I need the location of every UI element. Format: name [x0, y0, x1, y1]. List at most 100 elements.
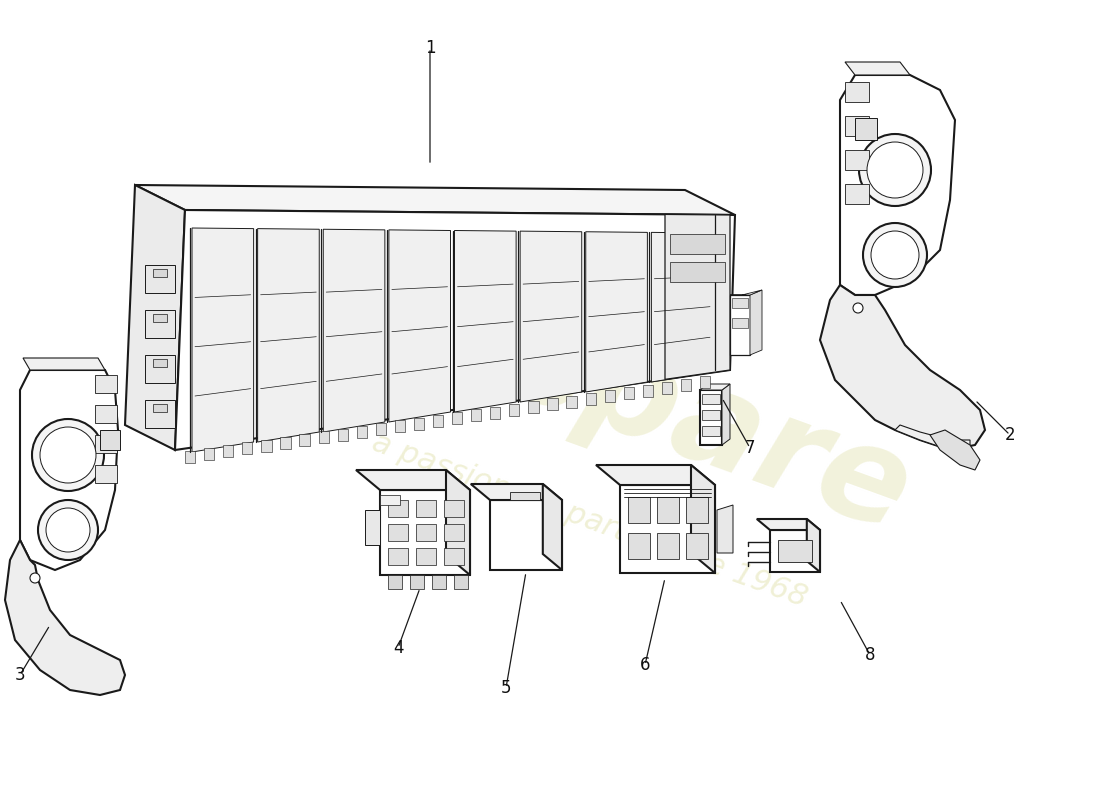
Polygon shape: [700, 390, 722, 445]
Polygon shape: [145, 265, 175, 293]
Polygon shape: [323, 230, 385, 432]
Polygon shape: [153, 404, 167, 412]
Polygon shape: [192, 228, 254, 452]
Polygon shape: [145, 355, 175, 383]
Polygon shape: [642, 385, 653, 397]
Polygon shape: [145, 400, 175, 428]
Polygon shape: [820, 285, 984, 450]
Polygon shape: [376, 423, 386, 435]
Polygon shape: [750, 290, 762, 355]
Polygon shape: [95, 405, 117, 423]
Polygon shape: [262, 439, 272, 451]
Polygon shape: [845, 184, 869, 204]
Circle shape: [32, 419, 105, 491]
Polygon shape: [388, 500, 408, 517]
Polygon shape: [596, 465, 715, 485]
Polygon shape: [175, 210, 735, 450]
Polygon shape: [23, 358, 104, 370]
Polygon shape: [432, 575, 446, 589]
Polygon shape: [681, 379, 691, 391]
Polygon shape: [388, 575, 401, 589]
Polygon shape: [356, 426, 367, 438]
Polygon shape: [657, 533, 679, 559]
Polygon shape: [125, 185, 185, 450]
Polygon shape: [730, 290, 762, 295]
Polygon shape: [700, 376, 711, 388]
Polygon shape: [651, 232, 713, 382]
Polygon shape: [379, 490, 470, 575]
Polygon shape: [585, 232, 648, 392]
Polygon shape: [280, 437, 290, 449]
Polygon shape: [452, 412, 462, 424]
Polygon shape: [416, 548, 436, 565]
Polygon shape: [205, 448, 214, 460]
Polygon shape: [509, 404, 519, 416]
Polygon shape: [145, 310, 175, 338]
Polygon shape: [845, 82, 869, 102]
Polygon shape: [528, 401, 539, 413]
Polygon shape: [605, 390, 615, 402]
Polygon shape: [379, 495, 400, 505]
Polygon shape: [356, 470, 470, 490]
Polygon shape: [365, 510, 380, 545]
Text: 5: 5: [500, 679, 512, 697]
Polygon shape: [388, 548, 408, 565]
Text: 3: 3: [14, 666, 25, 684]
Polygon shape: [510, 492, 540, 500]
Polygon shape: [471, 484, 562, 500]
Polygon shape: [757, 519, 820, 530]
Circle shape: [46, 508, 90, 552]
Polygon shape: [153, 359, 167, 367]
Polygon shape: [845, 62, 910, 75]
Polygon shape: [657, 497, 679, 523]
Text: 8: 8: [865, 646, 876, 664]
Polygon shape: [855, 118, 877, 140]
Polygon shape: [454, 575, 467, 589]
Polygon shape: [95, 465, 117, 483]
Polygon shape: [444, 548, 464, 565]
Text: 7: 7: [745, 439, 756, 457]
Polygon shape: [732, 298, 748, 308]
Polygon shape: [670, 234, 725, 254]
Polygon shape: [135, 185, 735, 215]
Polygon shape: [153, 314, 167, 322]
Polygon shape: [702, 410, 721, 420]
Polygon shape: [491, 406, 501, 418]
Polygon shape: [770, 530, 820, 572]
Polygon shape: [542, 484, 562, 570]
Polygon shape: [185, 450, 195, 462]
Polygon shape: [223, 445, 233, 457]
Polygon shape: [722, 384, 730, 445]
Polygon shape: [299, 434, 310, 446]
Polygon shape: [242, 442, 252, 454]
Polygon shape: [95, 435, 117, 453]
Text: 4: 4: [393, 639, 404, 657]
Polygon shape: [388, 524, 408, 541]
Text: 1: 1: [425, 39, 436, 57]
Polygon shape: [100, 430, 120, 450]
Polygon shape: [444, 524, 464, 541]
Polygon shape: [686, 497, 708, 523]
Polygon shape: [433, 415, 443, 427]
Polygon shape: [490, 500, 562, 570]
Polygon shape: [416, 500, 436, 517]
Polygon shape: [778, 540, 812, 562]
Polygon shape: [628, 533, 650, 559]
Polygon shape: [548, 398, 558, 410]
Polygon shape: [840, 75, 955, 295]
Circle shape: [864, 223, 927, 287]
Circle shape: [40, 427, 96, 483]
Polygon shape: [624, 387, 634, 399]
Polygon shape: [585, 393, 596, 405]
Polygon shape: [620, 485, 715, 573]
Polygon shape: [6, 540, 125, 695]
Text: 2: 2: [1004, 426, 1015, 444]
Polygon shape: [520, 231, 582, 402]
Polygon shape: [662, 382, 672, 394]
Polygon shape: [691, 465, 715, 573]
Polygon shape: [471, 410, 482, 422]
Polygon shape: [95, 375, 117, 393]
Polygon shape: [806, 519, 820, 572]
Polygon shape: [257, 229, 319, 442]
Polygon shape: [730, 295, 750, 355]
